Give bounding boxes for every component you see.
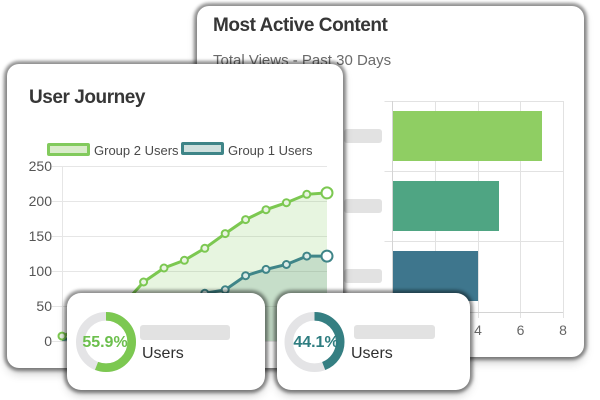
svg-text:100: 100 bbox=[29, 263, 53, 279]
svg-text:8: 8 bbox=[559, 322, 567, 338]
svg-text:150: 150 bbox=[29, 228, 53, 244]
svg-text:250: 250 bbox=[29, 158, 53, 174]
svg-text:0: 0 bbox=[44, 333, 52, 349]
svg-text:4: 4 bbox=[474, 322, 482, 338]
svg-text:200: 200 bbox=[29, 193, 53, 209]
svg-text:6: 6 bbox=[517, 322, 525, 338]
svg-text:50: 50 bbox=[36, 298, 52, 314]
